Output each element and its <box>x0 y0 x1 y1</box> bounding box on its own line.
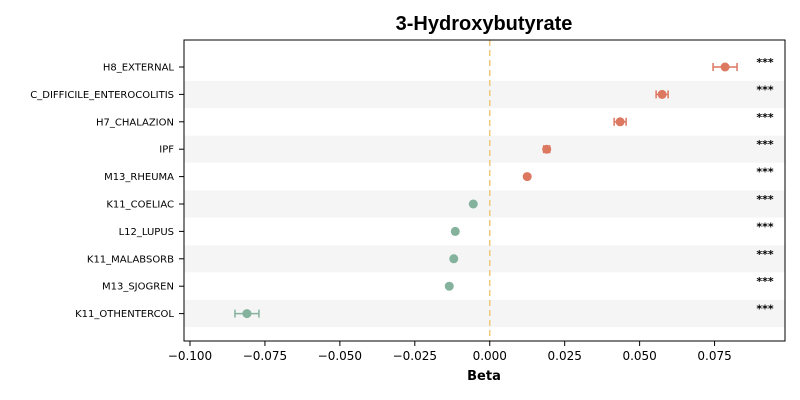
y-tick-label: M13_SJOGREN <box>102 282 174 293</box>
row-band <box>184 245 785 273</box>
data-point <box>522 172 532 182</box>
y-tick-label: H8_EXTERNAL <box>103 63 175 74</box>
x-tick-label: −0.025 <box>393 349 437 363</box>
row-bands <box>184 80 785 328</box>
row-band <box>184 135 785 163</box>
data-point <box>450 226 460 236</box>
y-axis-ticks: H8_EXTERNAL C_DIFFICILE_ENTEROCOLITIS H7_C… <box>30 63 184 320</box>
row-band <box>184 80 785 108</box>
significance-label: *** <box>756 248 774 261</box>
significance-label: *** <box>756 275 774 288</box>
y-tick-label: C_DIFFICILE_ENTEROCOLITIS <box>30 90 174 101</box>
x-axis-label: Beta <box>467 369 501 384</box>
x-tick-label: 0.075 <box>697 349 731 363</box>
significance-label: *** <box>756 83 774 96</box>
row-band <box>184 300 785 328</box>
significance-labels: *** *** *** *** *** *** *** *** *** *** <box>756 56 774 316</box>
y-tick-label: K11_COELIAC <box>106 200 174 211</box>
x-tick-label: 0.000 <box>473 349 507 363</box>
significance-label: *** <box>756 138 774 151</box>
y-tick-label: M13_RHEUMA <box>104 172 174 183</box>
y-tick-label: H7_CHALAZION <box>96 117 174 128</box>
y-tick-label: L12_LUPUS <box>119 227 174 238</box>
x-tick-label: −0.100 <box>168 349 212 363</box>
significance-label: *** <box>756 220 774 233</box>
data-point <box>449 254 459 264</box>
data-points <box>242 62 730 319</box>
x-tick-label: −0.075 <box>243 349 287 363</box>
significance-label: *** <box>756 303 774 316</box>
x-axis-ticks: −0.100 −0.075 −0.050 −0.025 0.000 0.025 0.050 0… <box>168 341 732 363</box>
data-point <box>542 144 552 154</box>
data-point <box>657 89 667 99</box>
y-tick-label: K11_OTHENTERCOL <box>75 309 174 320</box>
significance-label: *** <box>756 56 774 69</box>
x-tick-label: −0.050 <box>318 349 362 363</box>
data-point <box>444 281 454 291</box>
y-tick-label: K11_MALABSORB <box>87 254 174 265</box>
row-band <box>184 190 785 218</box>
x-tick-label: 0.050 <box>622 349 656 363</box>
x-tick-label: 0.025 <box>548 349 582 363</box>
significance-label: *** <box>756 193 774 206</box>
axes-frame <box>183 39 786 342</box>
data-point <box>468 199 478 209</box>
data-point <box>720 62 730 72</box>
chart-title: 3-Hydroxybutyrate <box>396 13 573 35</box>
data-point <box>242 309 252 319</box>
y-tick-label: IPF <box>159 145 174 156</box>
significance-label: *** <box>756 166 774 179</box>
data-point <box>615 117 625 127</box>
significance-label: *** <box>756 111 774 124</box>
